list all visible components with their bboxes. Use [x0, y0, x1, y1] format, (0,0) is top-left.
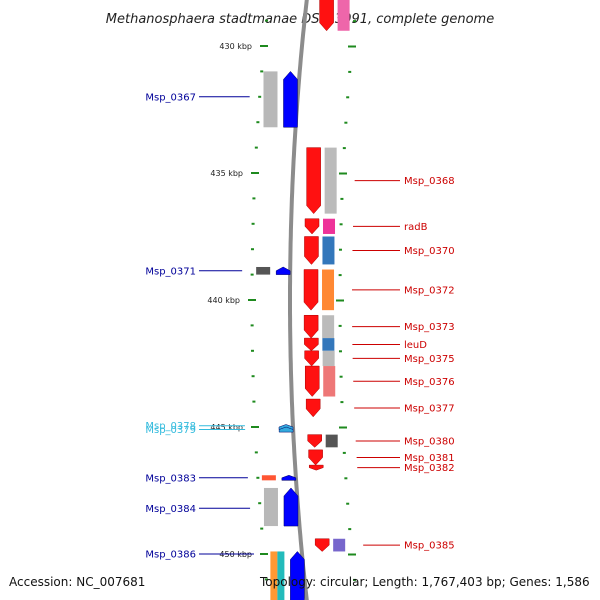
gene-label-right: Msp_0382 — [404, 463, 455, 474]
cog-box — [323, 218, 336, 234]
gene-arrow — [304, 337, 319, 352]
scale-label: 435 kbp — [210, 169, 243, 178]
gene-label-left: Msp_0386 — [145, 550, 196, 561]
gene-5 — [304, 236, 335, 265]
gene-label-left: Msp_0371 — [145, 266, 196, 277]
gene-arrow — [281, 474, 297, 481]
gene-label-right: Msp_0375 — [404, 354, 455, 365]
gene-9 — [304, 337, 335, 352]
cog-box — [324, 147, 337, 214]
gene-label-right: Msp_0372 — [404, 285, 455, 296]
gene-arrow — [307, 434, 322, 448]
gene-arrow — [304, 350, 319, 367]
gene-arrow — [278, 426, 294, 433]
cog-box — [323, 366, 336, 397]
cog-box — [337, 0, 350, 31]
gene-label-left: Msp_0367 — [145, 92, 196, 103]
gene-arrow — [304, 365, 320, 397]
gene-label-right: Msp_0381 — [404, 453, 455, 464]
cog-box — [256, 266, 271, 275]
gene-arrow — [275, 266, 291, 275]
gene-label-left: Msp_0384 — [145, 504, 196, 515]
gene-arrow — [308, 449, 323, 466]
gene-label-left: Msp_0379 — [145, 425, 196, 436]
cog-box — [263, 71, 278, 128]
gene-6 — [256, 266, 291, 275]
cog-box — [263, 487, 278, 527]
cog-box — [322, 236, 335, 265]
gene-arrow — [304, 236, 319, 265]
gene-2 — [263, 71, 298, 128]
gene-14 — [278, 426, 294, 433]
map-title: Methanosphaera stadtmanae DSM 3091, comp… — [106, 12, 494, 27]
genes-layer — [256, 0, 350, 600]
gene-arrow — [314, 538, 330, 552]
topology-label: Topology: circular; Length: 1,767,403 bp… — [260, 575, 590, 589]
gene-11 — [304, 365, 336, 397]
cog-box — [322, 350, 335, 367]
gene-label-right: Msp_0377 — [404, 403, 455, 414]
gene-12 — [305, 398, 321, 418]
gene-1 — [319, 0, 350, 32]
gene-arrow — [305, 398, 321, 418]
gene-label-left: Msp_0378 — [145, 421, 196, 432]
gene-16 — [308, 449, 323, 466]
gene-arrow — [283, 487, 299, 527]
cog-box — [322, 269, 335, 311]
gene-arrow — [308, 464, 324, 471]
accession-label: Accession: NC_007681 — [9, 575, 146, 589]
gene-10 — [304, 350, 335, 367]
gene-4 — [304, 218, 336, 235]
gene-label-right: Msp_0368 — [404, 176, 455, 187]
gene-15 — [307, 434, 338, 448]
gene-7 — [303, 269, 335, 311]
gene-arrow — [319, 0, 334, 32]
cog-box-secondary — [277, 551, 285, 600]
gene-label-right: Msp_0373 — [404, 322, 455, 333]
gene-8 — [303, 314, 335, 339]
gene-20 — [314, 538, 346, 552]
gene-arrow — [303, 269, 319, 311]
gene-arrow — [304, 218, 320, 235]
gene-21 — [270, 551, 305, 600]
gene-arrow — [306, 147, 321, 215]
scale-label: 440 kbp — [207, 296, 240, 305]
cog-box — [322, 338, 335, 351]
cog-box — [325, 434, 338, 448]
gene-label-right: leuD — [404, 340, 427, 351]
gene-3 — [306, 147, 337, 215]
gene-label-right: Msp_0376 — [404, 377, 455, 388]
gene-17 — [308, 464, 324, 471]
gene-arrow — [290, 551, 305, 600]
gene-label-left: Msp_0383 — [145, 473, 196, 484]
scale-label: 445 kbp — [210, 423, 243, 432]
scale-label: 430 kbp — [219, 42, 252, 51]
cog-box — [261, 475, 276, 481]
cog-box — [322, 315, 335, 339]
gene-arrow — [303, 314, 319, 339]
gene-label-right: Msp_0385 — [404, 541, 455, 552]
gene-19 — [263, 487, 299, 527]
gene-label-right: radB — [404, 222, 428, 233]
gene-18 — [261, 474, 297, 481]
gene-label-right: Msp_0370 — [404, 246, 455, 257]
gene-label-right: Msp_0380 — [404, 436, 455, 447]
cog-box — [270, 551, 278, 600]
gene-arrow — [283, 71, 298, 128]
cog-box — [333, 538, 346, 552]
